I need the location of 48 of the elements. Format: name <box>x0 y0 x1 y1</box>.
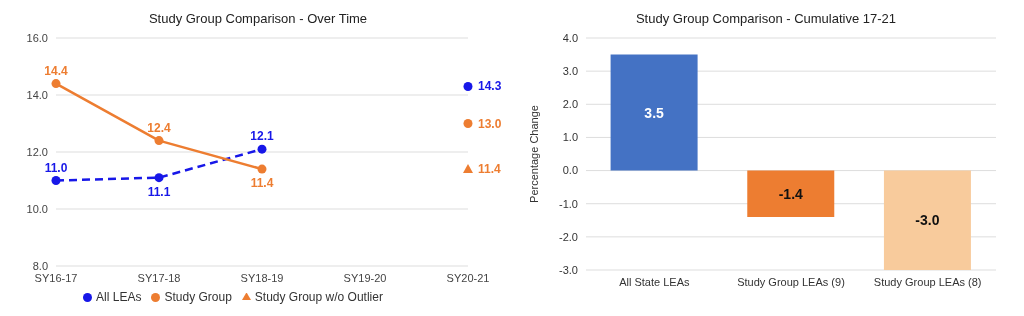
y-tick-label: -2.0 <box>559 230 578 243</box>
point <box>257 164 267 174</box>
y-tick-label: -3.0 <box>559 263 578 276</box>
x-tick-label: SY20-21 <box>446 271 490 284</box>
y-tick-label: 1.0 <box>562 131 578 144</box>
legend-label: Study Group <box>164 290 232 304</box>
point <box>463 81 473 91</box>
x-tick-label: SY17-18 <box>137 271 181 284</box>
point <box>51 176 61 185</box>
point <box>154 173 164 183</box>
x-tick-label: SY18-19 <box>240 271 284 284</box>
data-label: 3.5 <box>644 104 665 121</box>
y-tick-label: 3.0 <box>562 65 578 78</box>
x-tick-label: SY19-20 <box>343 271 387 284</box>
data-label: -3.0 <box>915 212 940 229</box>
y-axis-title: Percentage Change <box>527 105 540 203</box>
data-label: 11.4 <box>250 176 274 191</box>
legend-label: All LEAs <box>96 290 142 304</box>
y-tick-label: 8.0 <box>32 259 48 272</box>
data-label: 11.1 <box>147 184 171 199</box>
data-label: 14.3 <box>478 79 502 94</box>
data-label: 13.0 <box>478 116 502 131</box>
chart-title: Study Group Comparison - Cumulative 17-21 <box>634 10 898 28</box>
data-label: 11.0 <box>44 160 68 175</box>
chart-title: Study Group Comparison - Over Time <box>147 10 369 28</box>
y-tick-label: 4.0 <box>562 31 578 44</box>
point <box>154 136 164 146</box>
x-tick-label: Study Group LEAs (8) <box>873 275 982 288</box>
data-label: 12.1 <box>250 129 274 144</box>
point <box>257 144 267 154</box>
y-tick-label: 16.0 <box>26 31 48 44</box>
legend-label: Study Group w/o Outlier <box>254 290 383 304</box>
point <box>463 164 473 174</box>
data-label: 11.4 <box>478 162 502 177</box>
x-tick-label: All State LEAs <box>619 275 690 288</box>
y-tick-label: -1.0 <box>559 197 578 210</box>
x-tick-label: SY16-17 <box>34 271 78 284</box>
y-tick-label: 2.0 <box>562 98 578 111</box>
y-tick-label: 14.0 <box>26 88 48 101</box>
y-tick-label: 12.0 <box>26 145 48 158</box>
point <box>51 79 61 89</box>
x-tick-label: Study Group LEAs (9) <box>737 275 845 288</box>
point <box>463 119 473 128</box>
y-tick-label: 10.0 <box>26 202 48 215</box>
y-tick-label: 0.0 <box>562 164 578 177</box>
data-label: 12.4 <box>147 120 171 135</box>
data-label: 14.4 <box>44 63 68 78</box>
data-label: -1.4 <box>778 185 804 202</box>
